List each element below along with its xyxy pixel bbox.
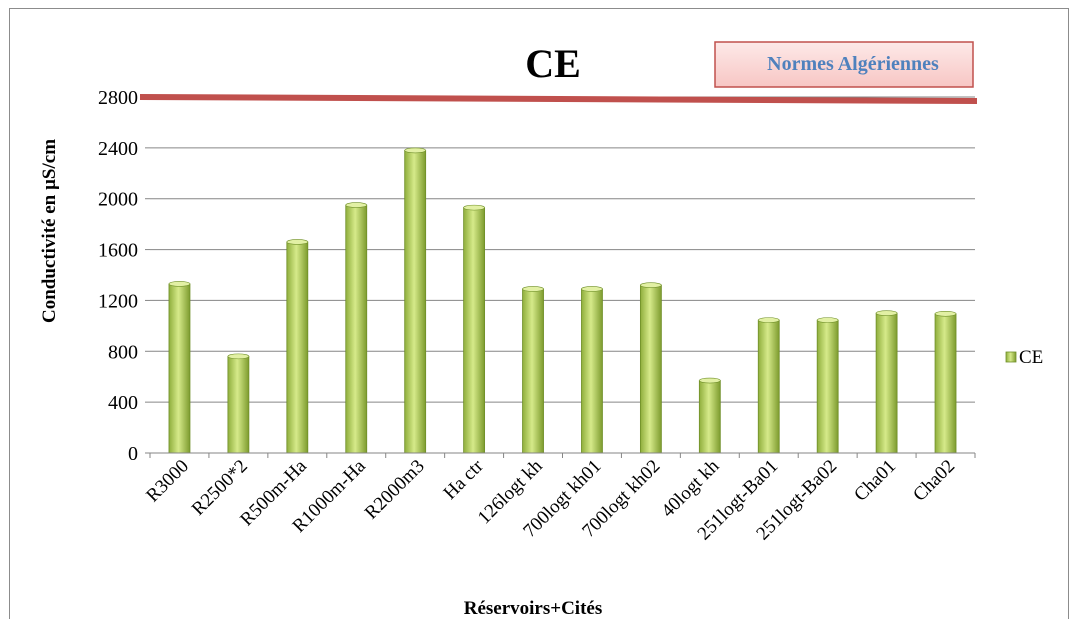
y-tick-label: 1600: [98, 240, 138, 262]
bar: [581, 286, 603, 454]
x-axis-label: Réservoirs+Cités: [464, 598, 603, 619]
y-tick-label: 2400: [98, 138, 138, 160]
y-axis-label: Conductivité en µS/cm: [39, 139, 60, 323]
legend: CE: [1005, 347, 1043, 368]
reference-label-box: Normes Algériennes: [714, 41, 974, 88]
bar: [875, 310, 898, 454]
reference-line: [139, 94, 978, 104]
bar: [639, 282, 662, 454]
bar: [227, 353, 250, 454]
bar: [168, 281, 191, 454]
legend-label: CE: [1019, 347, 1043, 368]
bar: [522, 286, 544, 454]
bar: [404, 147, 427, 454]
bar: [463, 204, 486, 454]
reference-label: Normes Algériennes: [767, 53, 939, 75]
y-tick-label: 800: [108, 341, 138, 363]
bar: [286, 239, 309, 454]
chart-title: CE: [525, 41, 581, 86]
y-tick-label: 2800: [98, 87, 138, 109]
bar: [698, 377, 721, 454]
y-tick-label: 1200: [98, 290, 138, 312]
bar: [757, 317, 780, 454]
bars: [168, 147, 957, 454]
bar: [345, 202, 368, 454]
bar: [934, 310, 957, 454]
y-tick-label: 400: [108, 392, 138, 414]
legend-swatch: [1005, 351, 1017, 363]
bar: [816, 317, 839, 454]
y-tick-label: 0: [128, 443, 138, 465]
y-tick-label: 2000: [98, 189, 138, 211]
y-tick-labels: 0 400 800 1200 1600 2000 2400 2800: [98, 87, 150, 465]
